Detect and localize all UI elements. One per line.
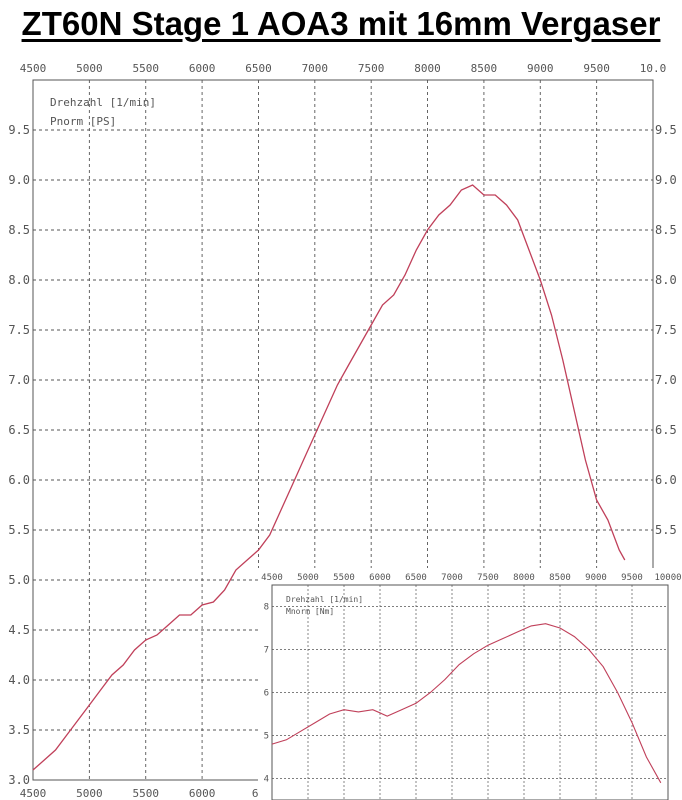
top-tick-label: 5500 xyxy=(132,62,159,75)
inset-left-tick-label: 4 xyxy=(264,775,269,785)
inset-top-tick-label: 7500 xyxy=(477,573,499,583)
top-tick-label: 8000 xyxy=(414,62,441,75)
left-tick-label: 7.0 xyxy=(8,373,30,387)
title-area: ZT60N Stage 1 AOA3 mit 16mm Vergaser xyxy=(0,0,682,52)
left-tick-label: 6.0 xyxy=(8,473,30,487)
left-tick-label: 6.5 xyxy=(8,423,30,437)
top-tick-label: 9000 xyxy=(527,62,554,75)
top-tick-label: 9500 xyxy=(583,62,610,75)
legend-xlabel: Drehzahl [1/min] xyxy=(50,96,156,109)
legend-ylabel: Pnorm [PS] xyxy=(50,115,116,128)
top-tick-label: 6500 xyxy=(245,62,272,75)
left-tick-label: 9.5 xyxy=(8,123,30,137)
left-tick-label: 8.0 xyxy=(8,273,30,287)
inset-top-tick-label: 4500 xyxy=(261,573,283,583)
torque-curve xyxy=(271,623,662,784)
top-tick-label: 10.0 xyxy=(640,62,667,75)
page-title: ZT60N Stage 1 AOA3 mit 16mm Vergaser xyxy=(21,5,661,42)
left-tick-label: 8.5 xyxy=(8,223,30,237)
left-tick-label: 4.0 xyxy=(8,673,30,687)
inset-top-tick-label: 6000 xyxy=(369,573,391,583)
top-tick-label: 4500 xyxy=(20,62,47,75)
bottom-tick-label: 5000 xyxy=(76,787,103,800)
inset-top-tick-label: 9000 xyxy=(585,573,607,583)
inset-top-tick-label: 7000 xyxy=(441,573,463,583)
left-tick-label: 3.5 xyxy=(8,723,30,737)
inset-top-tick-label: 9500 xyxy=(621,573,643,583)
right-tick-label: 6.5 xyxy=(655,423,677,437)
bottom-tick-label: 6000 xyxy=(189,787,216,800)
inset-left-tick-label: 8 xyxy=(264,603,269,613)
right-tick-label: 8.5 xyxy=(655,223,677,237)
inset-left-tick-label: 6 xyxy=(264,689,269,699)
right-tick-label: 5.5 xyxy=(655,523,677,537)
right-tick-label: 8.0 xyxy=(655,273,677,287)
inset-top-tick-label: 10000 xyxy=(654,573,681,583)
top-tick-label: 8500 xyxy=(471,62,498,75)
right-tick-label: 7.0 xyxy=(655,373,677,387)
top-tick-label: 5000 xyxy=(76,62,103,75)
top-tick-label: 7500 xyxy=(358,62,385,75)
top-tick-label: 7000 xyxy=(302,62,329,75)
inset-top-tick-label: 8500 xyxy=(549,573,571,583)
inset-legend-xlabel: Drehzahl [1/min] xyxy=(286,595,363,604)
right-tick-label: 7.5 xyxy=(655,323,677,337)
left-tick-label: 5.5 xyxy=(8,523,30,537)
right-tick-label: 9.5 xyxy=(655,123,677,137)
inset-left-tick-label: 5 xyxy=(264,732,269,742)
power-curve xyxy=(32,184,626,771)
inset-top-tick-label: 5000 xyxy=(297,573,319,583)
torque-inset: 4500 5000 5500 6000 6500 7000 7500 8000 8500 9000… xyxy=(258,568,682,800)
right-tick-label: 6.0 xyxy=(655,473,677,487)
right-tick-label: 9.0 xyxy=(655,173,677,187)
left-tick-label: 7.5 xyxy=(8,323,30,337)
left-tick-label: 5.0 xyxy=(8,573,30,587)
inset-top-tick-label: 5500 xyxy=(333,573,355,583)
left-tick-label: 4.5 xyxy=(8,623,30,637)
bottom-tick-label: 5500 xyxy=(132,787,159,800)
bottom-tick-label: 4500 xyxy=(20,787,47,800)
inset-legend-ylabel: Mnorm [Nm] xyxy=(286,607,334,616)
inset-top-tick-label: 8000 xyxy=(513,573,535,583)
left-tick-label: 9.0 xyxy=(8,173,30,187)
inset-top-tick-label: 6500 xyxy=(405,573,427,583)
inset-left-tick-label: 7 xyxy=(264,646,269,656)
top-tick-label: 6000 xyxy=(189,62,216,75)
left-tick-label: 3.0 xyxy=(8,773,30,787)
